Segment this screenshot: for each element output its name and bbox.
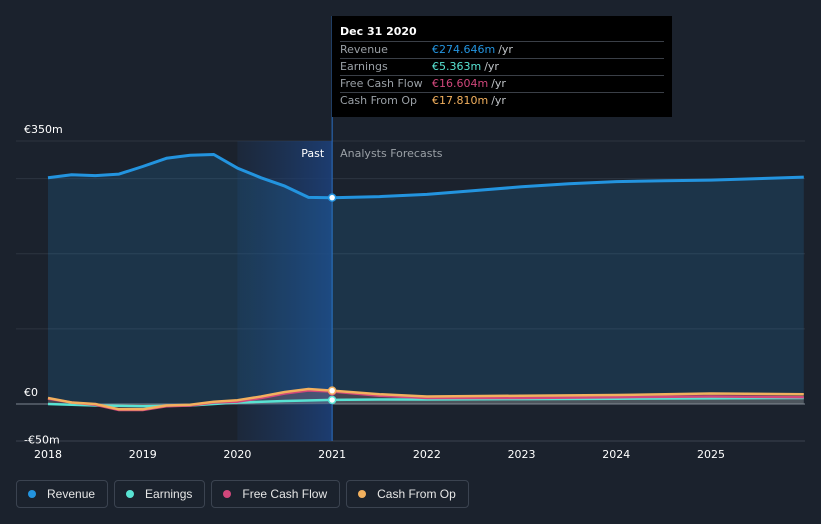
tooltip-unit: /yr [491, 94, 506, 107]
tooltip-value: €17.810m [432, 94, 489, 107]
tooltip-value: €5.363m [432, 60, 482, 73]
legend-revenue-button[interactable]: Revenue [16, 480, 109, 508]
x-tick-label: 2019 [129, 448, 157, 461]
cash-from-op-line [47, 387, 804, 411]
legend-label: Free Cash Flow [242, 487, 328, 501]
earnings-dot-icon [126, 490, 135, 498]
tooltip-unit: /yr [491, 77, 506, 90]
tooltip-label: Cash From Op [340, 94, 418, 107]
earnings-area [48, 398, 804, 407]
hover-markers [327, 193, 337, 405]
legend-free-cash-flow-button[interactable]: Free Cash Flow [211, 480, 341, 508]
y-tick-label: €350m [24, 123, 63, 136]
legend-cash-from-op-button[interactable]: Cash From Op [346, 480, 469, 508]
revenue-area [48, 154, 804, 404]
x-tick-label: 2018 [34, 448, 62, 461]
tooltip-row-free-cash-flow: Free Cash Flow €16.604m /yr [340, 75, 664, 92]
cash-from-op-marker [327, 386, 337, 395]
hover-tooltip: Dec 31 2020 Revenue €274.646m /yr Earnin… [332, 16, 672, 117]
free-cash-flow-dot-icon [223, 490, 232, 498]
past-label: Past [301, 147, 325, 160]
earnings-marker [327, 395, 337, 405]
x-tick-label: 2025 [697, 448, 725, 461]
x-tick-label: 2023 [508, 448, 536, 461]
revenue-line [47, 153, 804, 200]
tooltip-label: Revenue [340, 43, 388, 56]
tooltip-date: Dec 31 2020 [340, 25, 417, 38]
x-tick-label: 2020 [223, 448, 251, 461]
tooltip-label: Free Cash Flow [340, 77, 423, 90]
y-tick-label: -€50m [24, 434, 60, 447]
x-tick-label: 2022 [413, 448, 441, 461]
tooltip-unit: /yr [484, 60, 499, 73]
y-tick-label: €0 [24, 386, 38, 399]
x-tick-label: 2024 [602, 448, 630, 461]
tooltip-row-earnings: Earnings €5.363m /yr [340, 58, 664, 75]
legend: Revenue Earnings Free Cash Flow Cash Fro… [16, 480, 469, 508]
tooltip-value: €274.646m [432, 43, 496, 56]
forecast-label: Analysts Forecasts [340, 147, 443, 160]
x-tick-label: 2021 [318, 448, 346, 461]
tooltip-row-revenue: Revenue €274.646m /yr [340, 41, 664, 58]
revenue-dot-icon [28, 490, 36, 498]
tooltip-value: €16.604m [432, 77, 489, 90]
legend-label: Cash From Op [377, 487, 456, 501]
legend-label: Earnings [145, 487, 193, 501]
tooltip-label: Earnings [340, 60, 388, 73]
tooltip-unit: /yr [498, 43, 513, 56]
grid-lines [16, 140, 805, 442]
legend-label: Revenue [47, 487, 96, 501]
tooltip-row-cash-from-op: Cash From Op €17.810m /yr [340, 92, 664, 109]
series-areas [48, 154, 804, 410]
cash-from-op-dot-icon [358, 490, 367, 498]
legend-earnings-button[interactable]: Earnings [114, 480, 206, 508]
revenue-marker [327, 193, 337, 202]
